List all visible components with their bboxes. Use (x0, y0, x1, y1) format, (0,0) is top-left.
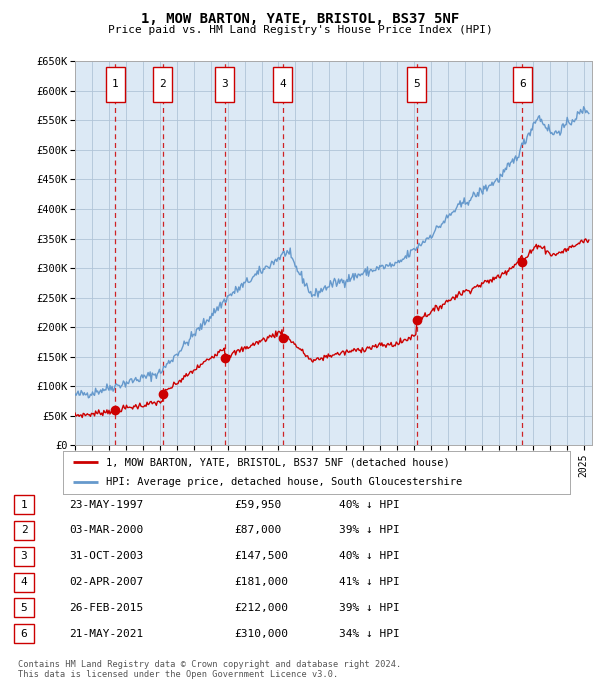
Text: 2: 2 (20, 526, 28, 535)
Text: Price paid vs. HM Land Registry's House Price Index (HPI): Price paid vs. HM Land Registry's House … (107, 25, 493, 35)
Text: 1, MOW BARTON, YATE, BRISTOL, BS37 5NF: 1, MOW BARTON, YATE, BRISTOL, BS37 5NF (141, 12, 459, 27)
Text: 39% ↓ HPI: 39% ↓ HPI (339, 603, 400, 613)
Text: £87,000: £87,000 (234, 526, 281, 535)
Text: £310,000: £310,000 (234, 629, 288, 639)
Text: 6: 6 (519, 80, 526, 89)
Text: 1, MOW BARTON, YATE, BRISTOL, BS37 5NF (detached house): 1, MOW BARTON, YATE, BRISTOL, BS37 5NF (… (106, 458, 450, 467)
Text: 3: 3 (20, 551, 28, 561)
FancyBboxPatch shape (215, 67, 234, 101)
Text: 4: 4 (20, 577, 28, 587)
FancyBboxPatch shape (513, 67, 532, 101)
Text: HPI: Average price, detached house, South Gloucestershire: HPI: Average price, detached house, Sout… (106, 477, 463, 487)
Text: 03-MAR-2000: 03-MAR-2000 (69, 526, 143, 535)
Text: 1: 1 (20, 500, 28, 509)
FancyBboxPatch shape (154, 67, 172, 101)
Text: 40% ↓ HPI: 40% ↓ HPI (339, 551, 400, 561)
FancyBboxPatch shape (274, 67, 292, 101)
Text: 21-MAY-2021: 21-MAY-2021 (69, 629, 143, 639)
Text: 5: 5 (20, 603, 28, 613)
Text: 39% ↓ HPI: 39% ↓ HPI (339, 526, 400, 535)
Text: 4: 4 (280, 80, 286, 89)
Text: Contains HM Land Registry data © Crown copyright and database right 2024.
This d: Contains HM Land Registry data © Crown c… (18, 660, 401, 679)
Text: £59,950: £59,950 (234, 500, 281, 509)
Text: 23-MAY-1997: 23-MAY-1997 (69, 500, 143, 509)
Text: 02-APR-2007: 02-APR-2007 (69, 577, 143, 587)
Text: 26-FEB-2015: 26-FEB-2015 (69, 603, 143, 613)
Text: 40% ↓ HPI: 40% ↓ HPI (339, 500, 400, 509)
Text: 5: 5 (413, 80, 420, 89)
Text: 1: 1 (112, 80, 119, 89)
Text: 41% ↓ HPI: 41% ↓ HPI (339, 577, 400, 587)
FancyBboxPatch shape (407, 67, 426, 101)
Text: 3: 3 (221, 80, 228, 89)
Text: 34% ↓ HPI: 34% ↓ HPI (339, 629, 400, 639)
Text: 31-OCT-2003: 31-OCT-2003 (69, 551, 143, 561)
Text: 2: 2 (159, 80, 166, 89)
FancyBboxPatch shape (106, 67, 125, 101)
Text: 6: 6 (20, 629, 28, 639)
Text: £212,000: £212,000 (234, 603, 288, 613)
Text: £181,000: £181,000 (234, 577, 288, 587)
Text: £147,500: £147,500 (234, 551, 288, 561)
